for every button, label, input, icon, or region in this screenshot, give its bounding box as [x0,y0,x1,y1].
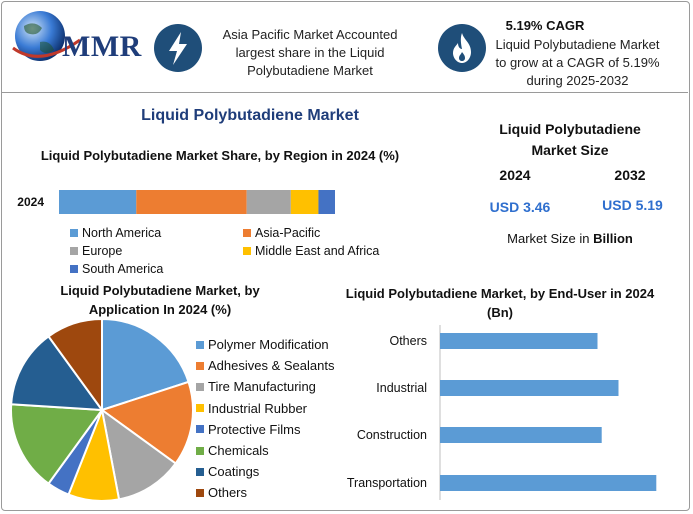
year-2032-label: 2032 [614,167,646,183]
legend-swatch [196,382,204,391]
unit-bold: Billion [593,231,633,246]
brand-name: MMR [62,30,142,63]
legend-label: Industrial Rubber [208,400,307,416]
enduser-chart-title: Liquid Polybutadiene Market, by End-User… [345,286,655,320]
enduser-bar-transportation [440,475,657,491]
legend-item-industrial-rubber: Industrial Rubber [196,401,307,416]
legend-label: Europe [82,244,123,258]
pie-slice-tire-manufacturing [100,407,178,501]
pie-slice-chemicals [10,403,104,486]
enduser-bar-others [440,333,598,349]
legend-label: Polymer Modification [208,337,329,352]
globe-icon [12,11,81,61]
legend-swatch [196,404,204,413]
legend-swatch [196,425,204,434]
legend-item-europe: Europe [70,244,122,258]
pie-slice-polymer-modification [101,317,190,412]
pie-slice-others [47,317,103,414]
legend-swatch [196,488,204,497]
enduser-bar-industrial [440,380,619,396]
enduser-bar-construction [440,427,602,443]
legend-item-middle-east-and-africa: Middle East and Africa [243,244,379,258]
region-segment-europe [246,190,291,214]
region-chart-title: Liquid Polybutadiene Market Share, by Re… [40,148,400,163]
cagr-title: 5.19% CAGR [505,18,585,33]
header-divider [2,92,688,93]
legend-label: Protective Films [208,421,301,437]
legend-item-south-america: South America [70,262,163,276]
legend-label: North America [82,226,162,240]
market-value-2024: USD 3.46 [489,199,551,215]
cagr-description: Liquid Polybutadiene Market to grow at a… [495,37,660,88]
pie-slice-coatings [10,334,105,412]
legend-item-north-america: North America [70,226,161,240]
legend-swatch [196,340,204,349]
legend-item-protective-films: Protective Films [196,422,300,437]
legend-item-coatings: Coatings [196,464,259,479]
legend-swatch [70,264,78,273]
region-category-label: 2024 [17,195,44,209]
enduser-bar-chart: Others Industrial Construction Transportati… [347,325,657,500]
brand-logo [10,8,140,68]
legend-label: Coatings [208,464,260,480]
legend-label: Adhesives & Sealants [208,358,335,374]
legend-swatch [196,361,204,370]
legend-label: Asia-Pacific [255,226,321,240]
legend-item-others: Others [196,485,247,500]
enduser-label-others: Others [389,334,427,348]
enduser-label-transportation: Transportation [347,476,427,490]
legend-swatch [243,246,251,255]
legend-item-adhesives-sealants: Adhesives & Sealants [196,358,334,373]
unit-prefix: Market Size in [507,231,590,246]
legend-item-tire-manufacturing: Tire Manufacturing [196,379,316,394]
legend-swatch [196,446,204,455]
lightning-icon [154,24,202,72]
region-segment-asia-pacific [136,190,247,214]
region-segment-north-america [59,190,137,214]
market-value-2032: USD 5.19 [602,197,663,213]
year-2024-label: 2024 [499,167,531,183]
market-size-title: Liquid Polybutadiene Market Size [499,121,641,158]
region-segment-south-america [318,190,335,214]
region-segment-middle-east-and-africa [290,190,319,214]
region-stacked-bar-chart: 2024 [17,190,335,214]
legend-item-asia-pacific: Asia-Pacific [243,226,320,240]
market-size-unit: Market Size in Billion [480,231,660,246]
enduser-label-construction: Construction [357,428,427,442]
application-chart-title: Liquid Polybutadiene Market, by Applicat… [60,283,260,317]
enduser-label-industrial: Industrial [376,381,427,395]
highlight-asia-pacific: Asia Pacific Market Accounted largest sh… [222,27,398,78]
legend-item-chemicals: Chemicals [196,443,269,458]
main-title: Liquid Polybutadiene Market [141,107,359,124]
application-pie-chart [10,317,194,502]
legend-swatch [70,228,78,237]
legend-label: South America [82,262,164,276]
legend-swatch [196,467,204,476]
legend-item-polymer-modification: Polymer Modification [196,337,329,352]
legend-label: Chemicals [208,443,269,458]
legend-label: Middle East and Africa [255,244,380,258]
flame-icon [438,24,486,72]
legend-swatch [70,246,78,255]
legend-swatch [243,228,251,237]
legend-label: Tire Manufacturing [208,379,316,395]
legend-label: Others [208,485,248,501]
pie-slice-adhesives-sealants [99,380,194,465]
